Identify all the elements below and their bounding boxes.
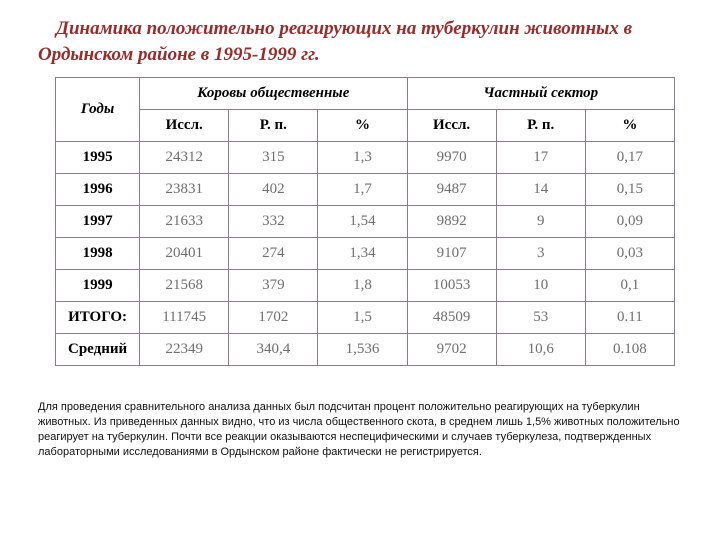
table-row: 1997216333321,54989290,09	[56, 206, 675, 238]
cell-value: 10	[496, 270, 585, 302]
cell-value: 9970	[407, 142, 496, 174]
col-group-private: Частный сектор	[407, 78, 674, 110]
cell-value: 1,8	[318, 270, 407, 302]
cell-value: 402	[229, 174, 318, 206]
subcol-rp-2: Р. п.	[496, 110, 585, 142]
cell-value: 53	[496, 302, 585, 334]
cell-value: 0,17	[585, 142, 674, 174]
row-label: ИТОГО:	[56, 302, 140, 334]
cell-value: 3	[496, 238, 585, 270]
cell-value: 0.108	[585, 334, 674, 366]
table-row: Средний22349340,41,536970210,60.108	[56, 334, 675, 366]
row-label: 1999	[56, 270, 140, 302]
table-row: 1996238314021,79487140,15	[56, 174, 675, 206]
col-years: Годы	[56, 78, 140, 142]
cell-value: 17	[496, 142, 585, 174]
cell-value: 21568	[140, 270, 229, 302]
cell-value: 1,536	[318, 334, 407, 366]
data-table: Годы Коровы общественные Частный сектор …	[55, 77, 675, 366]
cell-value: 9107	[407, 238, 496, 270]
cell-value: 1702	[229, 302, 318, 334]
cell-value: 48509	[407, 302, 496, 334]
cell-value: 20401	[140, 238, 229, 270]
cell-value: 24312	[140, 142, 229, 174]
row-label: 1998	[56, 238, 140, 270]
cell-value: 274	[229, 238, 318, 270]
subcol-pct-2: %	[585, 110, 674, 142]
cell-value: 9	[496, 206, 585, 238]
cell-value: 0,1	[585, 270, 674, 302]
subcol-pct-1: %	[318, 110, 407, 142]
cell-value: 379	[229, 270, 318, 302]
cell-value: 14	[496, 174, 585, 206]
slide-title: Динамика положительно реагирующих на туб…	[38, 16, 692, 67]
cell-value: 1,7	[318, 174, 407, 206]
cell-value: 1,34	[318, 238, 407, 270]
cell-value: 315	[229, 142, 318, 174]
cell-value: 0.11	[585, 302, 674, 334]
row-label: 1997	[56, 206, 140, 238]
cell-value: 9702	[407, 334, 496, 366]
cell-value: 0,03	[585, 238, 674, 270]
row-label: 1995	[56, 142, 140, 174]
cell-value: 1,3	[318, 142, 407, 174]
cell-value: 111745	[140, 302, 229, 334]
cell-value: 10053	[407, 270, 496, 302]
cell-value: 9487	[407, 174, 496, 206]
table-row: 1995243123151,39970170,17	[56, 142, 675, 174]
cell-value: 23831	[140, 174, 229, 206]
col-group-public: Коровы общественные	[140, 78, 407, 110]
subcol-issl-2: Иссл.	[407, 110, 496, 142]
cell-value: 21633	[140, 206, 229, 238]
table-row: ИТОГО:11174517021,548509530.11	[56, 302, 675, 334]
cell-value: 10,6	[496, 334, 585, 366]
cell-value: 9892	[407, 206, 496, 238]
cell-value: 1,54	[318, 206, 407, 238]
subcol-issl-1: Иссл.	[140, 110, 229, 142]
cell-value: 1,5	[318, 302, 407, 334]
cell-value: 332	[229, 206, 318, 238]
table-row: 1999215683791,810053100,1	[56, 270, 675, 302]
footnote-text: Для проведения сравнительного анализа да…	[38, 400, 692, 459]
cell-value: 340,4	[229, 334, 318, 366]
cell-value: 0,15	[585, 174, 674, 206]
subcol-rp-1: Р. п.	[229, 110, 318, 142]
cell-value: 0,09	[585, 206, 674, 238]
table-row: 1998204012741,34910730,03	[56, 238, 675, 270]
row-label: Средний	[56, 334, 140, 366]
row-label: 1996	[56, 174, 140, 206]
cell-value: 22349	[140, 334, 229, 366]
